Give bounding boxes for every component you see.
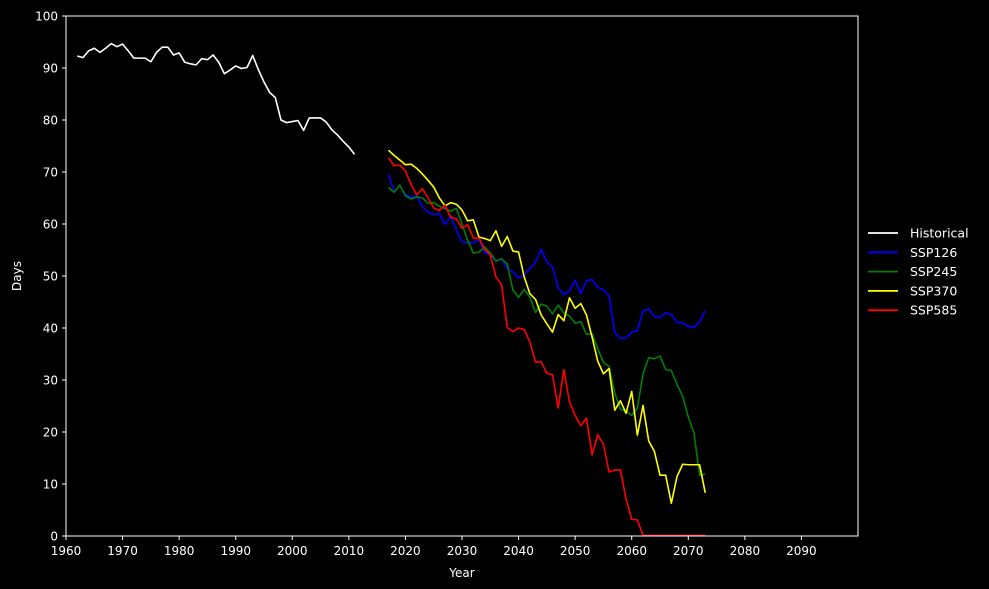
series-line-ssp245 (387, 184, 706, 476)
series-line-historical (77, 42, 356, 155)
x-tick-label: 2020 (390, 544, 421, 558)
y-tick-label: 70 (43, 166, 58, 180)
legend-label-ssp126: SSP126 (910, 245, 957, 260)
x-tick-label: 2010 (334, 544, 365, 558)
x-tick-label: 1970 (107, 544, 138, 558)
series-line-ssp585 (387, 157, 706, 537)
x-tick-label: 2080 (730, 544, 761, 558)
series-line-ssp370 (387, 149, 707, 505)
x-tick-label: 1990 (220, 544, 251, 558)
legend-label-historical: Historical (910, 226, 969, 241)
y-tick-label: 50 (43, 270, 58, 284)
y-tick-label: 10 (43, 478, 58, 492)
y-tick-label: 20 (43, 426, 58, 440)
y-tick-label: 80 (43, 114, 58, 128)
x-tick-label: 1980 (164, 544, 195, 558)
y-tick-label: 30 (43, 374, 58, 388)
y-tick-label: 100 (35, 10, 58, 24)
legend-label-ssp370: SSP370 (910, 283, 957, 298)
x-axis-title: Year (448, 566, 474, 580)
x-tick-label: 2000 (277, 544, 308, 558)
x-tick-label: 1960 (51, 544, 82, 558)
y-axis: 0 10 20 30 40 50 60 70 80 90 100 (35, 10, 66, 544)
x-tick-label: 2090 (786, 544, 817, 558)
x-axis: 1960 1970 1980 1990 2000 2010 2020 2030 2040 2050… (51, 536, 817, 558)
legend-label-ssp585: SSP585 (910, 303, 957, 318)
x-tick-label: 2060 (616, 544, 647, 558)
x-tick-label: 2040 (503, 544, 534, 558)
x-tick-label: 2070 (673, 544, 704, 558)
y-tick-label: 40 (43, 322, 58, 336)
legend-label-ssp245: SSP245 (910, 264, 957, 279)
x-tick-label: 2030 (447, 544, 478, 558)
y-tick-label: 0 (50, 530, 58, 544)
series-line-ssp126 (387, 174, 706, 340)
y-tick-label: 90 (43, 62, 58, 76)
y-axis-title: Days (10, 261, 24, 291)
x-tick-label: 2050 (560, 544, 591, 558)
series-layer (77, 42, 707, 537)
y-tick-label: 60 (43, 218, 58, 232)
legend: Historical SSP126 SSP245 SSP370 SSP585 (868, 226, 969, 318)
